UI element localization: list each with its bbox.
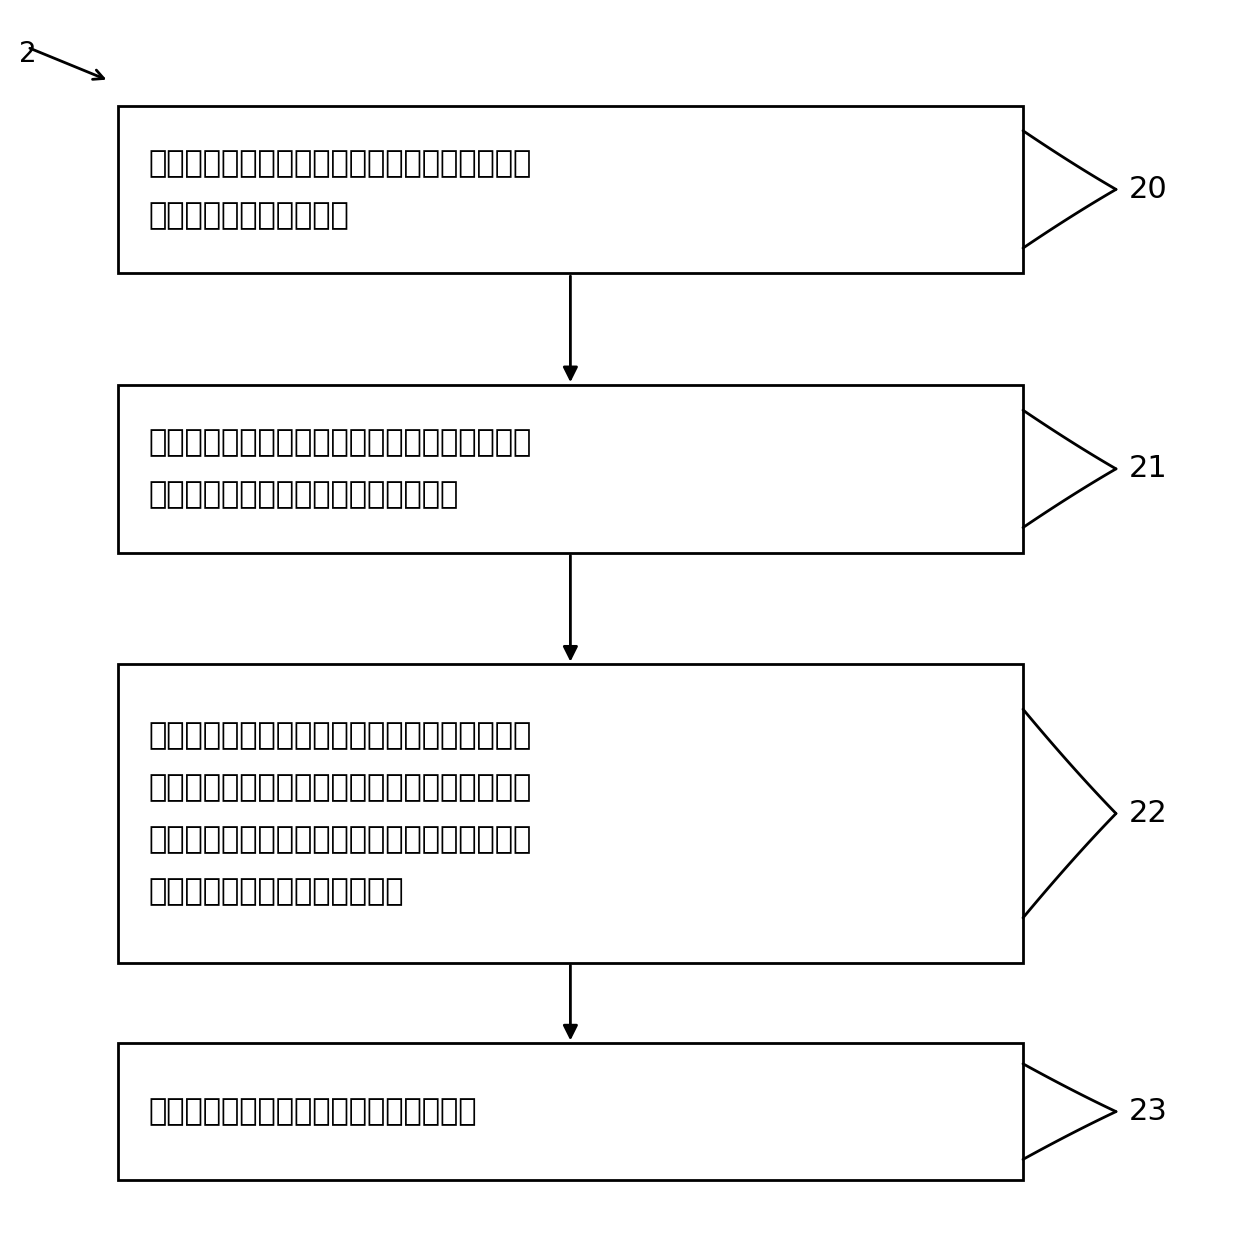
Bar	[118, 664, 1023, 963]
Text: 氧化该毛细结构表面以形成氧化结构表面，该氧: 氧化该毛细结构表面以形成氧化结构表面，该氧	[149, 428, 532, 457]
Text: 23: 23	[1128, 1097, 1167, 1126]
Bar	[118, 385, 1023, 553]
Bar	[118, 1043, 1023, 1180]
Text: 提供一两端具有开口的一金属管体，该金属管体: 提供一两端具有开口的一金属管体，该金属管体	[149, 149, 532, 178]
Text: 化结构表面与液体间具有一第一接触角: 化结构表面与液体间具有一第一接触角	[149, 481, 459, 509]
Text: 面进行改质而形成一第二氧化结构表面，该第二: 面进行改质而形成一第二氧化结构表面，该第二	[149, 825, 532, 854]
Text: 内壁具有一毛细结构表面: 内壁具有一毛细结构表面	[149, 201, 350, 230]
Text: 二次的氧化反应对该部分区域的第一氧化结构表: 二次的氧化反应对该部分区域的第一氧化结构表	[149, 773, 532, 802]
Text: 2: 2	[19, 40, 36, 68]
Text: 20: 20	[1128, 175, 1167, 204]
Text: 将金属管体进行一加工程序以形成一热管: 将金属管体进行一加工程序以形成一热管	[149, 1097, 477, 1126]
Text: 22: 22	[1128, 799, 1167, 828]
Text: 21: 21	[1128, 455, 1167, 483]
Bar	[118, 106, 1023, 273]
Text: 对该金属管体的内管壁所具有的部份区域进行第: 对该金属管体的内管壁所具有的部份区域进行第	[149, 720, 532, 750]
Text: 氧化结构表面具有一第二接触角: 氧化结构表面具有一第二接触角	[149, 877, 404, 907]
